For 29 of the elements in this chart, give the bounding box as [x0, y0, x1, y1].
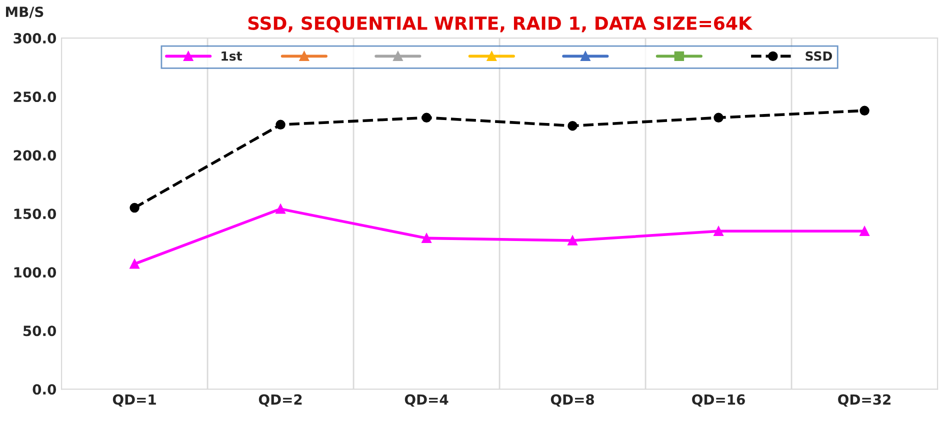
- x-tick-label: QD=8: [550, 394, 594, 407]
- point: [276, 120, 286, 130]
- y-tick-label: 250.0: [14, 92, 56, 102]
- y-tick-label: 50.0: [24, 326, 56, 336]
- point: [276, 204, 286, 214]
- point: [714, 112, 724, 123]
- chart-title: SSD, SEQUENTIAL WRITE, RAID 1, DATA SIZE=64K: [248, 16, 753, 32]
- y-tick-label: 200.0: [14, 150, 56, 161]
- x-tick-label: QD=4: [404, 394, 448, 407]
- point: [714, 226, 724, 236]
- point: [860, 226, 870, 236]
- x-tick-label: QD=1: [112, 394, 156, 407]
- legend-label: 1st: [222, 51, 242, 61]
- x-tick-label: QD=2: [258, 394, 302, 407]
- point: [130, 202, 140, 213]
- y-tick-label: 150.0: [14, 208, 56, 220]
- y-tick-label: 100.0: [14, 267, 56, 278]
- point: [860, 106, 870, 116]
- y-axis-title: MB/S: [6, 6, 44, 18]
- x-tick-label: QD=32: [838, 394, 890, 407]
- legend-label: SSD: [806, 51, 832, 61]
- point: [422, 112, 432, 123]
- point: [422, 233, 432, 244]
- y-tick-label: 0.0: [32, 384, 56, 395]
- x-tick-label: QD=16: [692, 394, 745, 407]
- y-tick-label: 300.0: [14, 33, 56, 44]
- point: [568, 236, 578, 246]
- point: [130, 259, 140, 269]
- point: [568, 120, 578, 131]
